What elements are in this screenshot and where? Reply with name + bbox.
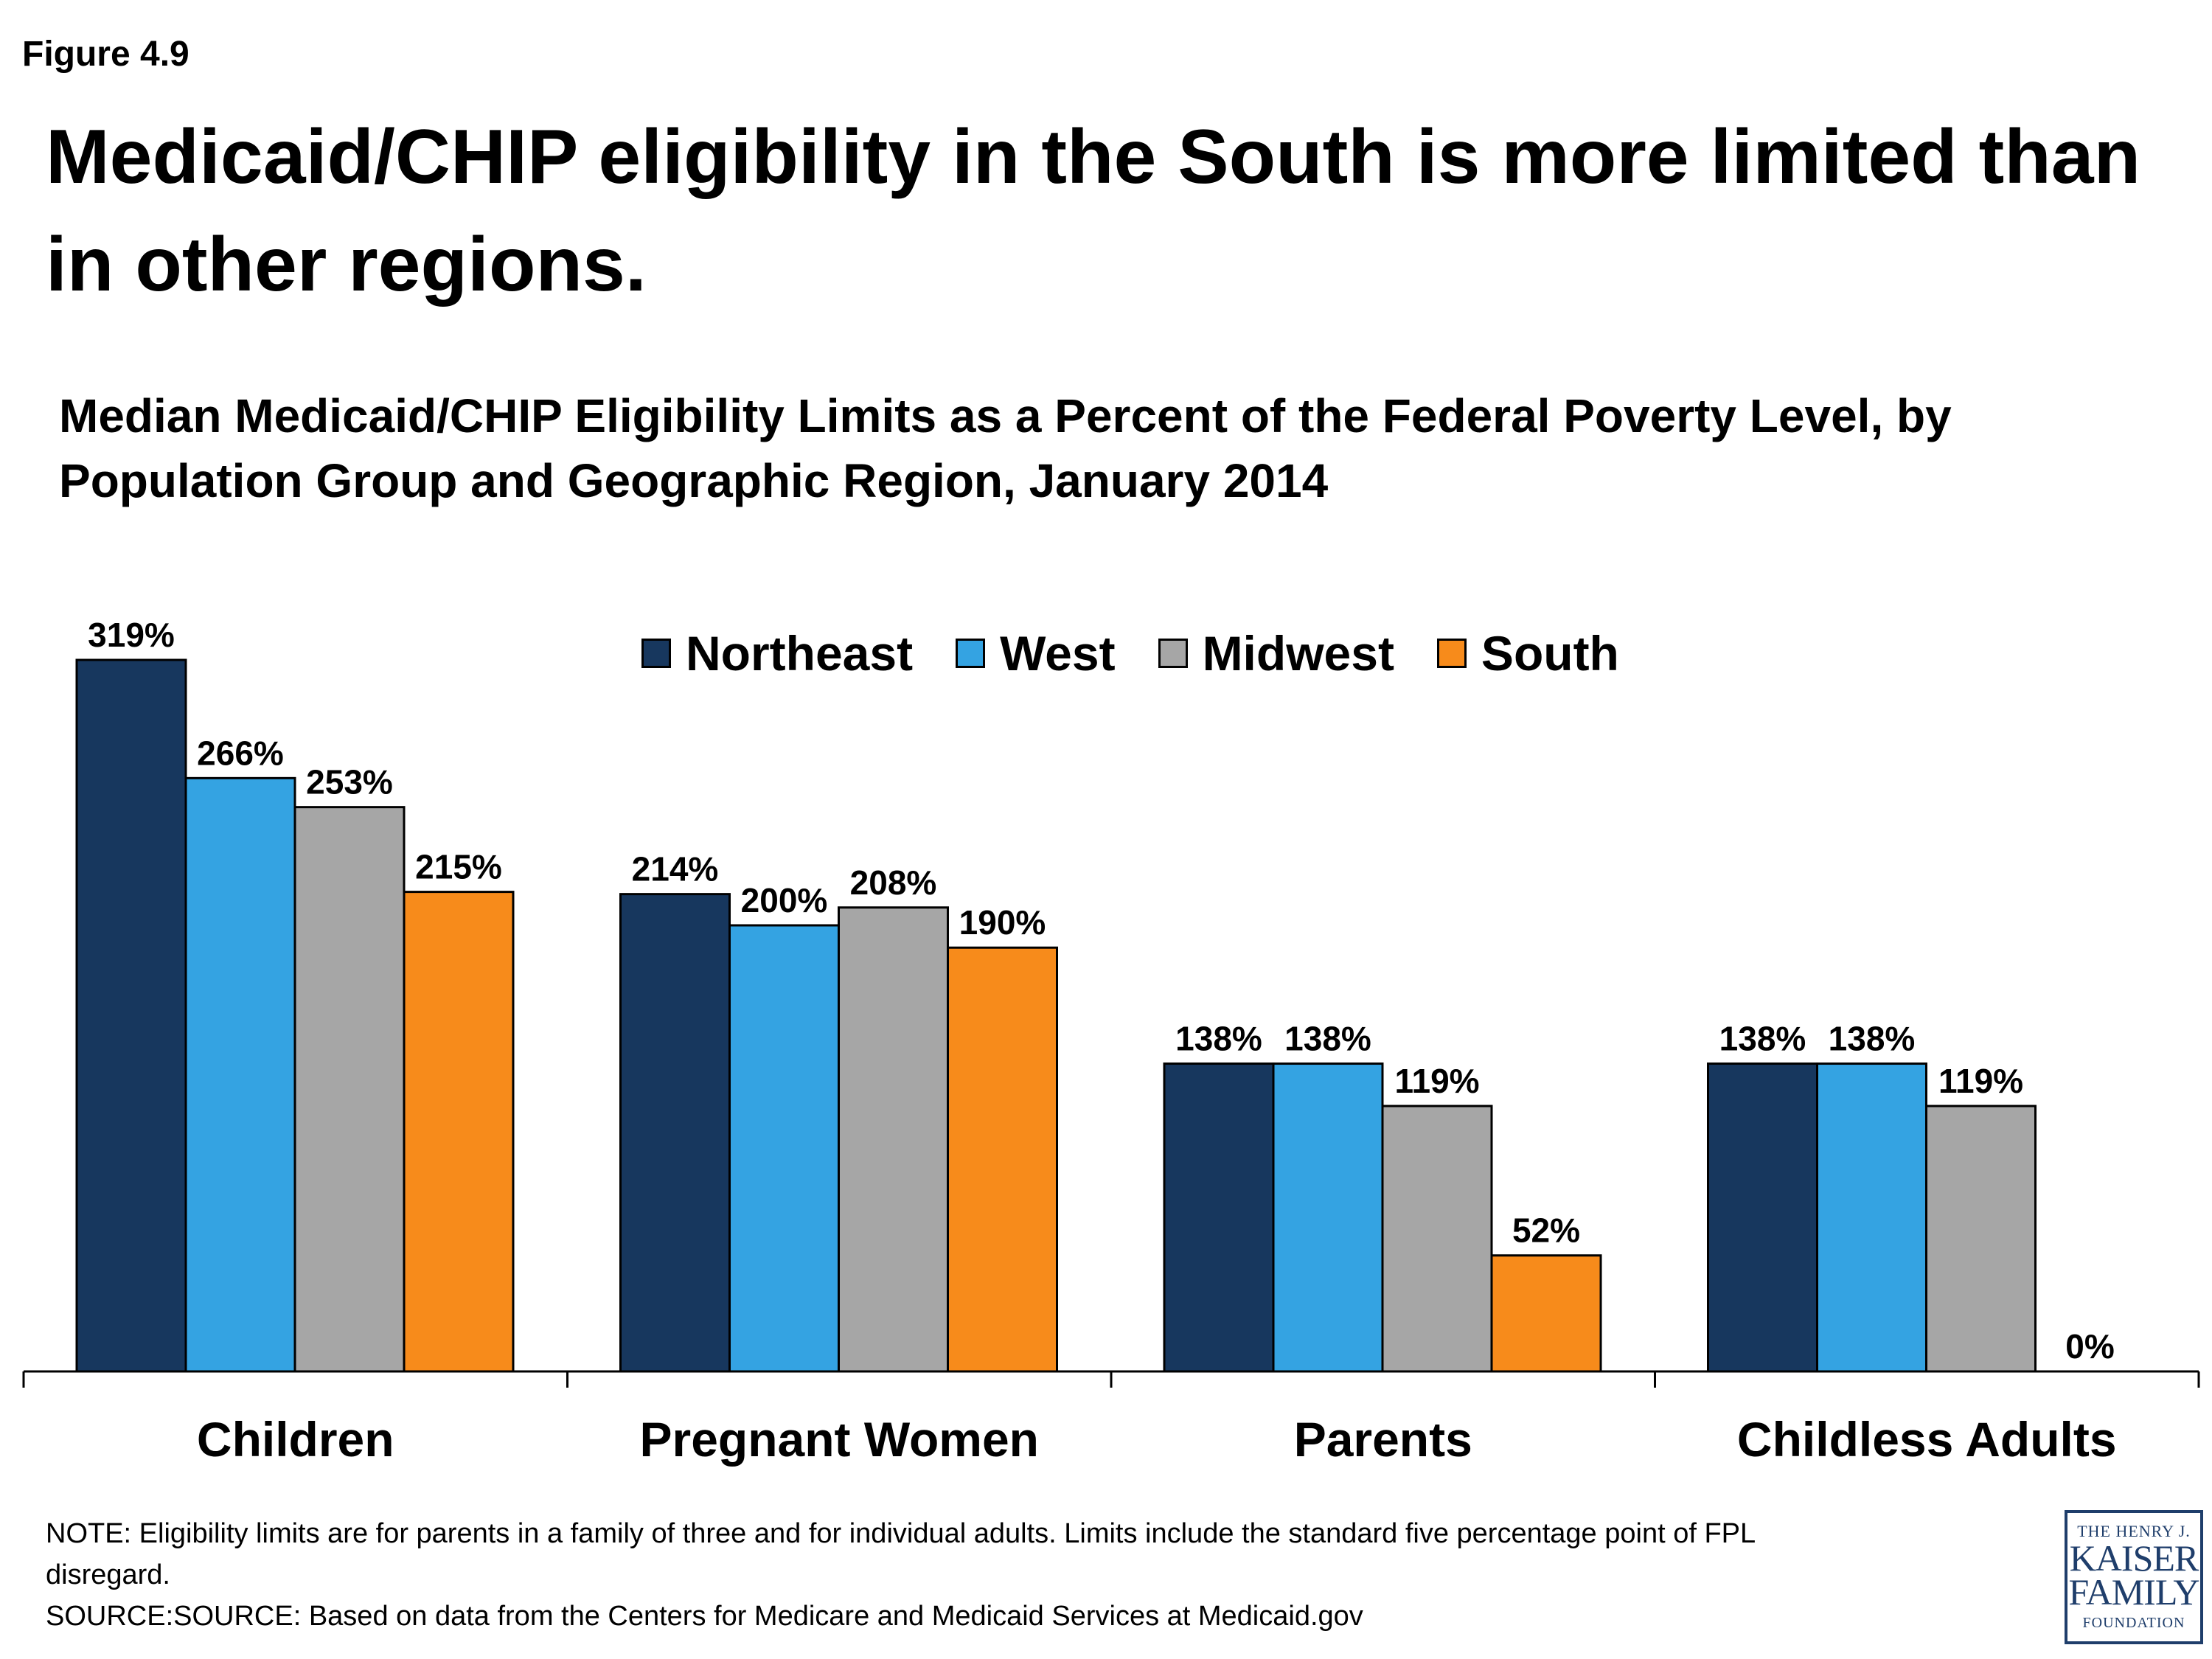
chart-notes: NOTE: Eligibility limits are for parents… (46, 1513, 2037, 1637)
data-label-parents-northeast: 138% (1175, 1020, 1262, 1058)
data-label-children-northeast: 319% (88, 616, 175, 654)
bar-pregnant-women-northeast (619, 893, 731, 1373)
x-tick-label-parents: Parents (1294, 1412, 1472, 1467)
legend-swatch-west (956, 639, 986, 668)
bar-pregnant-women-west (728, 924, 840, 1373)
chart-title: Median Medicaid/CHIP Eligibility Limits … (59, 389, 1952, 507)
bar-childless-adults-west (1816, 1062, 1927, 1373)
data-label-children-south: 215% (415, 848, 502, 886)
legend-item-west: West (956, 625, 1116, 681)
bar-childless-adults-midwest (1925, 1105, 2037, 1373)
note-text-continued: disregard. (46, 1559, 170, 1590)
legend-swatch-south (1436, 639, 1467, 668)
bar-parents-midwest (1381, 1105, 1493, 1373)
legend-label-midwest: Midwest (1202, 626, 1394, 681)
data-label-childless-adults-south: 0% (2065, 1327, 2114, 1366)
bar-childless-adults-northeast (1707, 1062, 1818, 1373)
bar-children-west (184, 776, 296, 1373)
page-title: Medicaid/CHIP eligibility in the South i… (46, 114, 2141, 307)
data-label-childless-adults-west: 138% (1829, 1020, 1916, 1058)
data-label-pregnant-women-south: 190% (959, 903, 1046, 942)
logo-line-1: THE HENRY J. (2077, 1522, 2191, 1540)
data-label-pregnant-women-midwest: 208% (850, 863, 937, 902)
logo-line-3: FAMILY (2068, 1571, 2200, 1613)
x-tick-label-childless-adults: Childless Adults (1737, 1412, 2117, 1467)
legend-label-south: South (1481, 626, 1619, 681)
bar-parents-west (1272, 1062, 1384, 1373)
legend-label-northeast: Northeast (686, 626, 914, 681)
bar-parents-northeast (1163, 1062, 1275, 1373)
data-label-parents-midwest: 119% (1394, 1062, 1479, 1100)
data-label-childless-adults-midwest: 119% (1938, 1062, 2023, 1100)
legend-swatch-midwest (1158, 639, 1188, 668)
bar-children-northeast (75, 658, 187, 1373)
legend-label-west: West (1000, 626, 1116, 681)
bar-chart: 319% 266% 253% 215% Children 214% 200% 208% 190%… (22, 616, 2200, 1467)
figure-label: Figure 4.9 (22, 35, 189, 74)
bar-pregnant-women-midwest (838, 906, 949, 1373)
legend-swatch-northeast (641, 639, 671, 668)
data-label-childless-adults-northeast: 138% (1719, 1020, 1806, 1058)
data-label-parents-west: 138% (1284, 1020, 1371, 1058)
bar-children-south (403, 891, 515, 1373)
data-label-pregnant-women-northeast: 214% (632, 850, 719, 888)
data-label-children-west: 266% (197, 734, 284, 772)
logo-line-2: KAISER (2069, 1537, 2199, 1579)
legend-item-northeast: Northeast (641, 625, 913, 681)
bar-pregnant-women-south (947, 946, 1058, 1373)
chart-legend: Northeast West Midwest South (641, 625, 1662, 681)
data-label-children-midwest: 253% (306, 763, 393, 801)
data-label-parents-south: 52% (1512, 1211, 1580, 1250)
kff-logo: THE HENRY J. KAISER FAMILY FOUNDATION (2065, 1510, 2203, 1644)
bar-parents-south (1490, 1254, 1602, 1373)
x-tick-label-pregnant-women: Pregnant Women (639, 1412, 1039, 1467)
note-text: NOTE: Eligibility limits are for parents… (46, 1518, 1756, 1549)
legend-item-midwest: Midwest (1158, 625, 1394, 681)
logo-line-4: FOUNDATION (2082, 1615, 2185, 1631)
x-tick-label-children: Children (197, 1412, 394, 1467)
source-text: SOURCE:SOURCE: Based on data from the Ce… (46, 1601, 1363, 1632)
legend-item-south: South (1436, 625, 1619, 681)
data-label-pregnant-women-west: 200% (741, 881, 828, 919)
bar-children-midwest (293, 806, 406, 1373)
